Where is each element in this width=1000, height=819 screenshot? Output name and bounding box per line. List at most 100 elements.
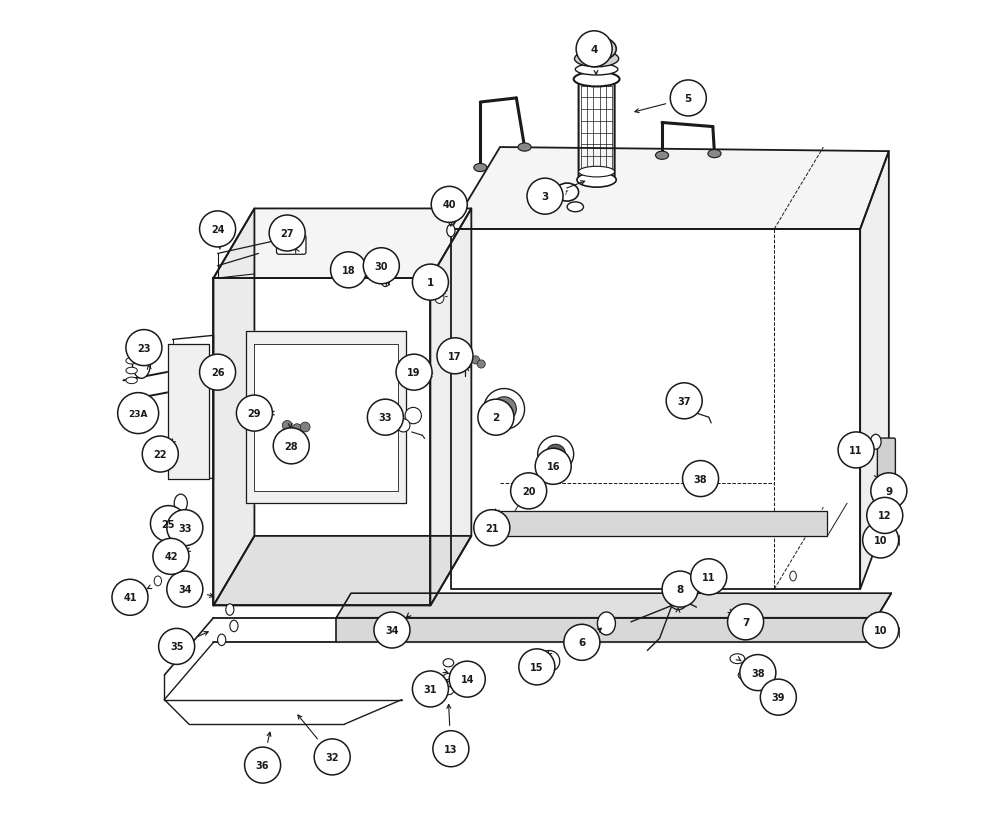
Circle shape (300, 423, 310, 432)
Polygon shape (213, 209, 471, 278)
Circle shape (167, 572, 203, 608)
Text: 6: 6 (578, 637, 585, 648)
Circle shape (478, 400, 514, 436)
Text: 41: 41 (123, 593, 137, 603)
Text: 23A: 23A (128, 410, 148, 418)
Ellipse shape (443, 673, 454, 681)
Ellipse shape (518, 144, 531, 152)
Polygon shape (336, 618, 877, 643)
Circle shape (200, 355, 236, 391)
Ellipse shape (154, 577, 162, 586)
Polygon shape (254, 344, 398, 491)
Ellipse shape (174, 495, 187, 513)
Circle shape (292, 424, 302, 434)
Circle shape (126, 330, 162, 366)
Circle shape (871, 473, 907, 509)
Text: f: f (564, 190, 567, 196)
Circle shape (691, 559, 727, 595)
Circle shape (471, 356, 480, 364)
Ellipse shape (579, 167, 615, 178)
Circle shape (236, 396, 272, 432)
Circle shape (142, 437, 178, 473)
Circle shape (314, 739, 350, 775)
Polygon shape (500, 512, 827, 536)
Ellipse shape (126, 358, 137, 364)
Text: 38: 38 (751, 667, 765, 678)
Text: 32: 32 (325, 752, 339, 762)
Polygon shape (860, 152, 889, 590)
Circle shape (546, 445, 565, 464)
Text: 30: 30 (375, 261, 388, 271)
Circle shape (412, 265, 448, 301)
Circle shape (838, 432, 874, 468)
Text: 28: 28 (284, 441, 298, 451)
Ellipse shape (435, 292, 444, 304)
Text: 2: 2 (492, 413, 500, 423)
Ellipse shape (577, 173, 616, 188)
Ellipse shape (460, 352, 470, 365)
Ellipse shape (348, 274, 358, 287)
Circle shape (474, 510, 510, 546)
Circle shape (863, 613, 899, 649)
Circle shape (670, 81, 706, 117)
Text: 1: 1 (427, 278, 434, 287)
Circle shape (245, 747, 281, 783)
Circle shape (760, 679, 796, 715)
Circle shape (477, 360, 485, 369)
Circle shape (374, 613, 410, 649)
Text: 15: 15 (530, 662, 544, 672)
Ellipse shape (556, 183, 579, 201)
Ellipse shape (738, 670, 753, 680)
FancyBboxPatch shape (277, 235, 306, 255)
Text: 42: 42 (164, 552, 178, 562)
Circle shape (576, 32, 612, 68)
Ellipse shape (230, 621, 238, 632)
Ellipse shape (381, 277, 389, 287)
Circle shape (527, 179, 563, 215)
Circle shape (363, 248, 399, 284)
Ellipse shape (167, 521, 175, 532)
Ellipse shape (226, 604, 234, 616)
Ellipse shape (699, 471, 707, 482)
Text: 11: 11 (702, 572, 715, 582)
Text: 13: 13 (444, 744, 458, 753)
Circle shape (484, 389, 525, 430)
Ellipse shape (574, 52, 619, 68)
Circle shape (519, 649, 555, 685)
Circle shape (433, 731, 469, 767)
Text: 23: 23 (137, 343, 151, 353)
Ellipse shape (132, 351, 150, 379)
Text: 34: 34 (178, 585, 192, 595)
Circle shape (538, 651, 560, 672)
Circle shape (367, 400, 403, 436)
Circle shape (153, 539, 189, 575)
Ellipse shape (567, 202, 583, 212)
Text: 38: 38 (694, 474, 707, 484)
Circle shape (538, 437, 574, 473)
Text: 10: 10 (874, 536, 887, 545)
FancyBboxPatch shape (872, 624, 893, 640)
Circle shape (437, 338, 473, 374)
Ellipse shape (181, 552, 189, 562)
Ellipse shape (790, 572, 796, 581)
Text: 19: 19 (407, 368, 421, 378)
Circle shape (863, 523, 899, 559)
Polygon shape (213, 278, 430, 606)
Ellipse shape (597, 613, 615, 636)
Polygon shape (168, 344, 209, 479)
Circle shape (200, 211, 236, 247)
Circle shape (167, 510, 203, 546)
Ellipse shape (421, 372, 429, 382)
Text: 21: 21 (485, 523, 499, 533)
Circle shape (273, 428, 309, 464)
Polygon shape (451, 229, 860, 590)
Polygon shape (213, 209, 254, 606)
Text: 7: 7 (742, 617, 749, 627)
Text: 34: 34 (385, 625, 399, 636)
Ellipse shape (447, 225, 455, 238)
Polygon shape (213, 536, 471, 606)
Text: 31: 31 (424, 684, 437, 695)
Circle shape (118, 393, 159, 434)
Ellipse shape (126, 368, 137, 374)
Text: 11: 11 (849, 446, 863, 455)
